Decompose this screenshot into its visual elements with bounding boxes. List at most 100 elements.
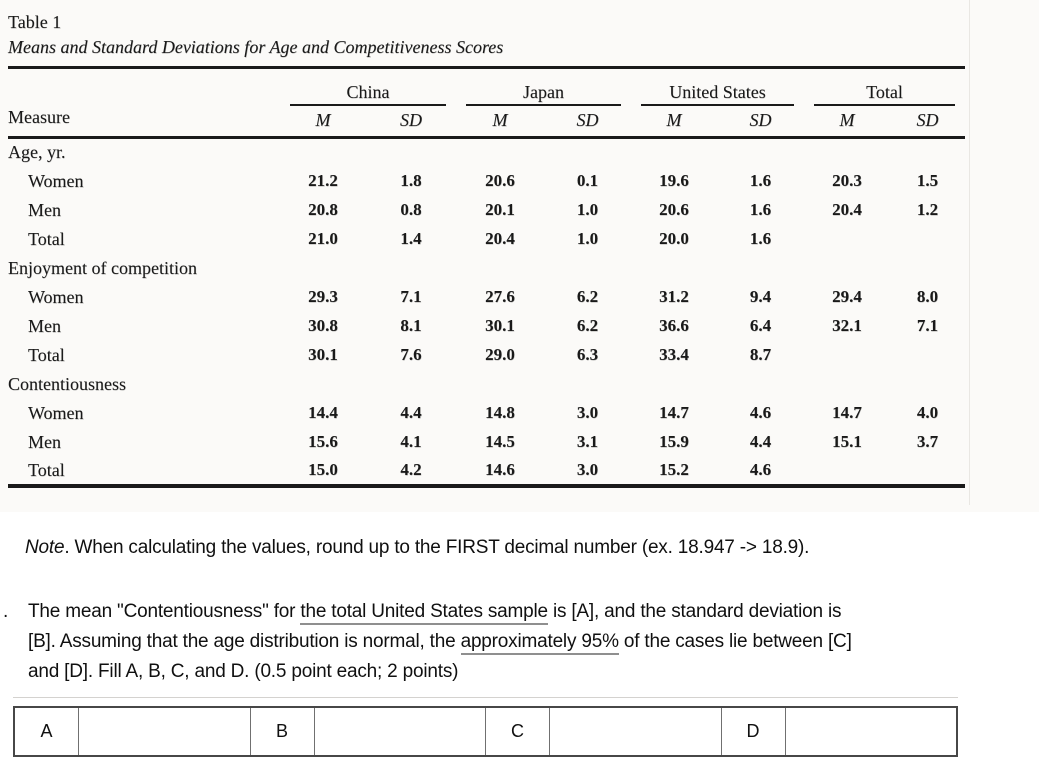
subheader-sd: SD bbox=[916, 110, 939, 131]
table-row: Women 21.2 1.8 20.6 0.1 19.6 1.6 20.3 1.5 bbox=[8, 167, 965, 196]
table-row: Total 21.0 1.4 20.4 1.0 20.0 1.6 bbox=[8, 225, 965, 254]
subheader-m: M bbox=[839, 110, 855, 131]
value-cell: 33.4 bbox=[659, 345, 689, 364]
row-label: Women bbox=[28, 286, 84, 307]
table-row: Men 30.8 8.1 30.1 6.2 36.6 6.4 32.1 7.1 bbox=[8, 312, 965, 341]
value-cell: 21.0 bbox=[308, 229, 338, 248]
value-cell: 32.1 bbox=[832, 316, 862, 335]
subheader-m: M bbox=[315, 110, 331, 131]
section-label: Contentiousness bbox=[8, 373, 127, 394]
underlined-phrase: approximately 95% bbox=[460, 631, 619, 655]
subheader-m: M bbox=[666, 110, 682, 131]
value-cell: 1.8 bbox=[400, 171, 422, 190]
note-lead: Note bbox=[25, 537, 65, 558]
section-row: Age, yr. bbox=[8, 138, 965, 167]
value-cell: 20.0 bbox=[659, 229, 689, 248]
value-cell: 20.4 bbox=[832, 200, 862, 219]
group-header-japan: Japan bbox=[456, 68, 631, 106]
value-cell: 8.0 bbox=[916, 287, 939, 306]
value-cell: 7.1 bbox=[916, 316, 939, 335]
table-title: Means and Standard Deviations for Age an… bbox=[8, 37, 504, 57]
value-cell: 1.2 bbox=[916, 200, 939, 219]
answer-label-c: C bbox=[486, 708, 550, 755]
subheader-m: M bbox=[492, 110, 508, 131]
value-cell: 4.1 bbox=[400, 432, 422, 451]
value-cell: 1.0 bbox=[576, 229, 599, 248]
value-cell: 15.9 bbox=[659, 432, 689, 451]
value-cell: 20.4 bbox=[485, 229, 515, 248]
row-label: Total bbox=[28, 459, 65, 480]
table-row: Women 29.3 7.1 27.6 6.2 31.2 9.4 29.4 8.0 bbox=[8, 283, 965, 312]
value-cell: 15.1 bbox=[832, 432, 862, 451]
value-cell: 15.6 bbox=[308, 432, 338, 451]
answer-input-cell-b[interactable] bbox=[315, 708, 486, 755]
question-text-segment: is [A], and the standard deviation is bbox=[547, 601, 842, 622]
answer-table: A B C D bbox=[13, 706, 958, 757]
question-block: . The mean "Contentiousness" for the tot… bbox=[3, 597, 988, 687]
value-cell: 4.6 bbox=[749, 460, 772, 479]
note-body: . When calculating the values, round up … bbox=[64, 537, 810, 558]
subheader-sd: SD bbox=[400, 110, 422, 131]
value-cell: 14.5 bbox=[485, 432, 515, 451]
row-label: Total bbox=[28, 228, 65, 249]
value-cell bbox=[804, 341, 890, 370]
answer-input-cell-c[interactable] bbox=[550, 708, 722, 755]
value-cell: 3.1 bbox=[576, 432, 599, 451]
note-text: Note. When calculating the values, round… bbox=[25, 537, 809, 559]
value-cell: 4.6 bbox=[749, 403, 772, 422]
question-text-segment: and [D]. Fill A, B, C, and D. (0.5 point… bbox=[28, 661, 459, 682]
row-label: Men bbox=[28, 315, 61, 336]
section-label: Enjoyment of competition bbox=[8, 257, 197, 278]
value-cell: 19.6 bbox=[659, 171, 689, 190]
underlined-phrase: the total United States sample bbox=[300, 601, 548, 625]
answer-label-d: D bbox=[722, 708, 786, 755]
value-cell: 1.6 bbox=[749, 229, 772, 248]
value-cell bbox=[890, 225, 965, 254]
group-header-total: Total bbox=[804, 68, 965, 106]
value-cell: 14.7 bbox=[832, 403, 862, 422]
value-cell: 20.3 bbox=[832, 171, 862, 190]
value-cell: 0.8 bbox=[400, 200, 422, 219]
row-label: Men bbox=[28, 199, 61, 220]
scanned-table-region: Table 1 Means and Standard Deviations fo… bbox=[8, 0, 970, 505]
row-label: Men bbox=[28, 431, 61, 452]
question-text: The mean "Contentiousness" for the total… bbox=[28, 597, 988, 687]
value-cell: 8.1 bbox=[400, 316, 422, 335]
table-row: Men 20.8 0.8 20.1 1.0 20.6 1.6 20.4 1.2 bbox=[8, 196, 965, 225]
answer-label-a: A bbox=[15, 708, 79, 755]
value-cell: 6.2 bbox=[576, 287, 599, 306]
value-cell: 4.2 bbox=[400, 460, 422, 479]
value-cell: 6.4 bbox=[749, 316, 772, 335]
value-cell: 8.7 bbox=[749, 345, 772, 364]
value-cell: 6.3 bbox=[576, 345, 599, 364]
answer-table-top-artifact bbox=[13, 697, 958, 698]
answer-input-cell-a[interactable] bbox=[79, 708, 251, 755]
group-header-china: China bbox=[280, 68, 456, 106]
value-cell: 1.5 bbox=[916, 171, 939, 190]
value-cell: 3.0 bbox=[576, 403, 599, 422]
subheader-sd: SD bbox=[749, 110, 772, 131]
stats-table: Measure China Japan United States Total … bbox=[8, 66, 966, 488]
value-cell: 20.6 bbox=[485, 171, 515, 190]
value-cell: 14.7 bbox=[659, 403, 689, 422]
value-cell: 0.1 bbox=[576, 171, 599, 190]
section-label: Age, yr. bbox=[8, 142, 66, 163]
row-label: Women bbox=[28, 170, 84, 191]
value-cell: 20.1 bbox=[485, 200, 515, 219]
question-text-segment: of the cases lie between [C] bbox=[618, 631, 852, 652]
value-cell: 29.3 bbox=[308, 287, 338, 306]
answer-input-cell-d[interactable] bbox=[786, 708, 957, 755]
column-header-measure: Measure bbox=[8, 107, 70, 127]
value-cell: 4.4 bbox=[749, 432, 772, 451]
value-cell bbox=[890, 341, 965, 370]
answer-label-b: B bbox=[251, 708, 315, 755]
table-row: Total 15.0 4.2 14.6 3.0 15.2 4.6 bbox=[8, 457, 965, 486]
value-cell bbox=[890, 457, 965, 486]
value-cell: 9.4 bbox=[749, 287, 772, 306]
scan-edge-artifact bbox=[969, 0, 970, 505]
question-text-segment: The mean "Contentiousness" for bbox=[28, 601, 301, 622]
value-cell: 15.2 bbox=[659, 460, 689, 479]
value-cell: 29.0 bbox=[485, 345, 515, 364]
value-cell: 1.4 bbox=[400, 229, 422, 248]
